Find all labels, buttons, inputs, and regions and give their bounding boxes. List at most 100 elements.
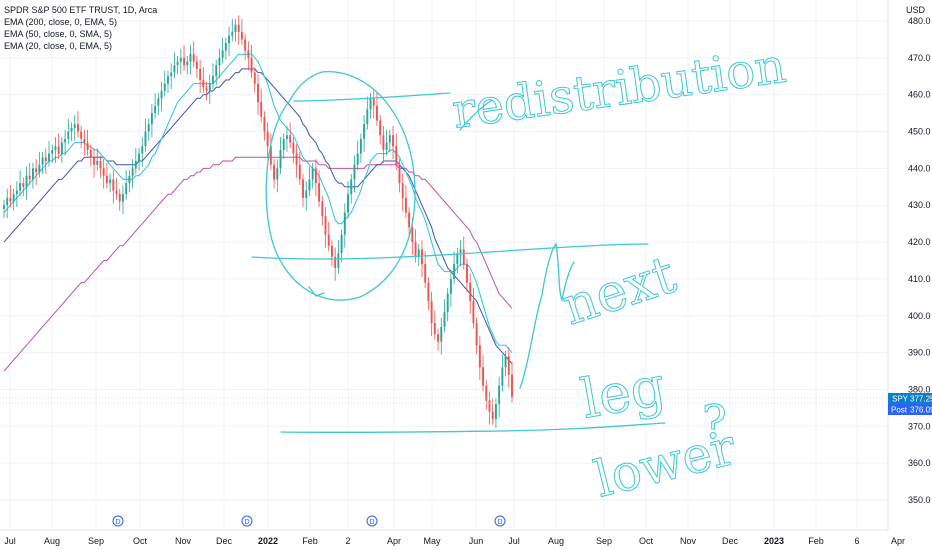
candle [28,162,31,185]
candle [105,162,108,189]
price-tick-label: 410.0 [908,274,931,284]
candle [327,221,330,252]
candle [337,240,340,274]
candle [221,37,224,64]
candle [485,380,488,410]
candle [102,159,105,189]
annotation-leg: leg [576,354,669,431]
time-tick-label: 2 [345,536,350,546]
price-tag-symbol: SPY 377.25 [888,393,932,404]
candle [179,48,182,75]
candle [424,251,427,289]
time-tick-label: 6 [854,536,859,546]
candle [356,140,359,171]
candle [93,148,95,178]
candle [414,229,417,263]
dividend-marker: D [112,515,124,527]
time-tick-label: 2022 [258,536,278,546]
legend-ema200: EMA (200, close, 0, EMA, 5) [4,17,118,27]
time-axis-ticks[interactable]: Jul Aug Sep Oct Nov Dec 2022 Feb 2 Apr May Jun Jul Au… [4,536,905,546]
candle [70,122,73,141]
ema50-line [3,68,513,365]
dividend-marker: D [366,515,378,527]
annotation-next: next [555,245,683,337]
price-tick-label: 440.0 [908,163,931,173]
candle [440,317,443,355]
candle [263,111,266,141]
candle [504,350,507,377]
candle [276,159,279,193]
candle [231,19,234,42]
time-tick-label: Oct [133,536,148,546]
candle [404,184,407,219]
candle [363,114,366,152]
candle [456,247,459,274]
candle [176,56,179,75]
time-tick-label: Feb [302,536,318,546]
svg-text:D: D [497,519,502,526]
time-tick-label: May [423,536,441,546]
candle [99,155,102,178]
candle [67,118,70,145]
drawing-circle [265,71,416,301]
candle [318,170,321,208]
candle [170,63,173,90]
candle [443,299,446,333]
candle [89,144,92,167]
candle [446,288,449,322]
candle [202,67,205,93]
candle [244,33,247,60]
drawing-low-line [280,422,666,434]
candle [494,398,497,429]
candle [212,63,214,90]
candle [144,118,147,152]
candle [31,162,34,189]
price-axis-ticks[interactable]: 350.0 360.0 370.0 380.0 390.0 400.0 410.0 420.0… [908,16,931,505]
candle [449,269,452,307]
price-tag-symbol-label: SPY [892,395,909,404]
candle [96,148,99,171]
time-tick-label: Sep [596,536,612,546]
candle [41,151,44,174]
candle [76,111,79,138]
time-tick-label: Oct [639,536,654,546]
candle [369,92,372,119]
time-tick-label: Apr [891,536,905,546]
time-axis-bg [0,530,932,550]
candle [35,159,38,185]
candle [240,19,243,45]
drawing-arrow-tail [308,286,325,297]
candle [218,48,221,79]
candle [511,361,513,403]
drawing-redistribution-underline [459,99,493,131]
candle [433,310,436,340]
candle [22,177,25,197]
candle [285,126,288,152]
candle [125,170,128,200]
svg-text:D: D [369,519,374,526]
candle [86,129,89,156]
dividend-marker: D [241,515,253,527]
candle [437,328,440,351]
candle [154,92,157,119]
candle [266,122,269,160]
candle [501,354,504,392]
candle [118,188,121,211]
candle [6,188,9,219]
drawing-projection [519,242,575,389]
annotation-redistribution: redistribution [449,38,789,140]
candle [141,137,144,167]
candle [385,129,388,156]
candle [38,151,41,178]
candle [372,89,375,119]
time-tick-label: Aug [548,536,564,546]
candle [427,277,430,311]
price-tag-post-label: Post [891,406,908,415]
candle [19,170,22,197]
drawing-support-line [251,243,649,260]
candle [353,155,356,193]
candle [466,258,468,292]
candle [408,207,411,237]
time-tick-label: Apr [387,536,401,546]
